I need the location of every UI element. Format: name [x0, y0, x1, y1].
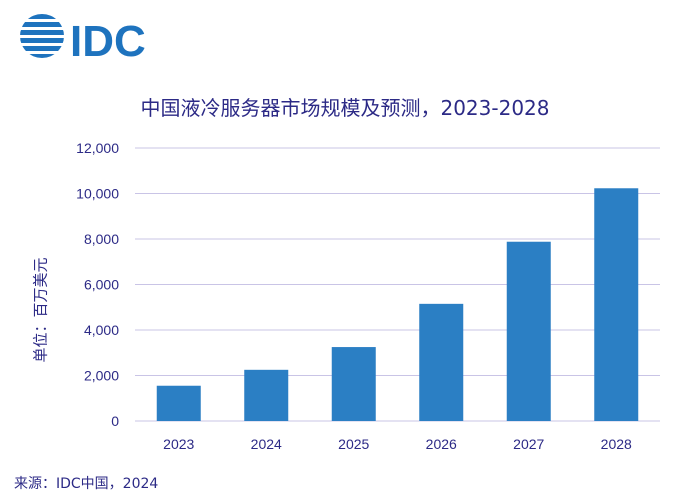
- chart-title: 中国液冷服务器市场规模及预测，2023-2028: [140, 96, 550, 120]
- y-tick-label: 8,000: [84, 231, 119, 247]
- y-tick-label: 6,000: [84, 277, 119, 293]
- x-tick-label: 2024: [251, 436, 282, 452]
- source-note: 来源：IDC中国，2024: [14, 476, 159, 492]
- y-tick-label: 4,000: [84, 322, 119, 338]
- bar-2027: [506, 241, 551, 421]
- globe-icon: [20, 14, 64, 58]
- y-tick-label: 10,000: [76, 186, 119, 202]
- x-tick-label: 2026: [426, 436, 457, 452]
- logo-text: IDC: [70, 17, 146, 64]
- idc-logo: IDC: [14, 10, 174, 64]
- bar-2025: [331, 347, 376, 421]
- x-tick-label: 2025: [338, 436, 369, 452]
- y-tick-label: 0: [111, 413, 119, 429]
- bar-2026: [419, 303, 464, 421]
- bar-2023: [156, 385, 201, 421]
- x-tick-label: 2027: [513, 436, 544, 452]
- bar-2028: [594, 188, 639, 421]
- x-tick-label: 2023: [163, 436, 194, 452]
- bar-chart: 0 2,000 4,000 6,000 8,000 10,000 12,000 2023 202…: [76, 140, 660, 452]
- bar-2024: [244, 369, 289, 421]
- y-tick-label: 12,000: [76, 140, 119, 156]
- y-tick-label: 2,000: [84, 368, 119, 384]
- x-tick-label: 2028: [601, 436, 632, 452]
